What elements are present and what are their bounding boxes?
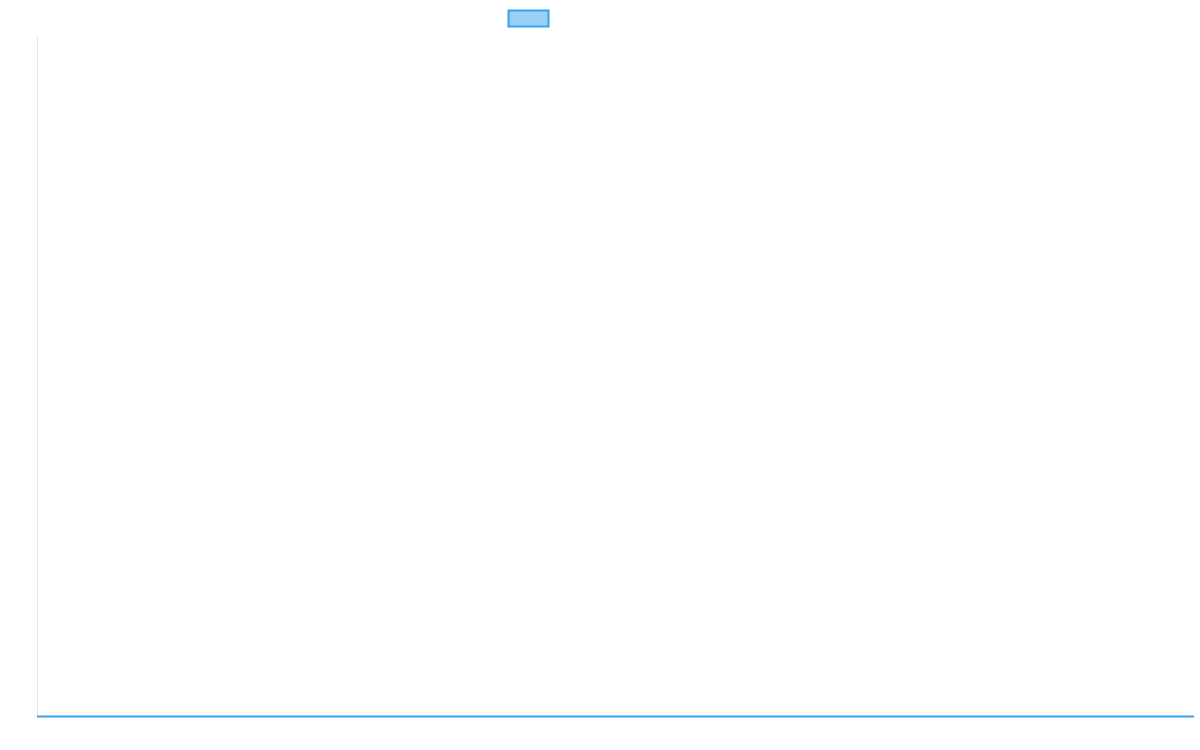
- legend[interactable]: [507, 9, 550, 28]
- legend-swatch[interactable]: [507, 9, 550, 28]
